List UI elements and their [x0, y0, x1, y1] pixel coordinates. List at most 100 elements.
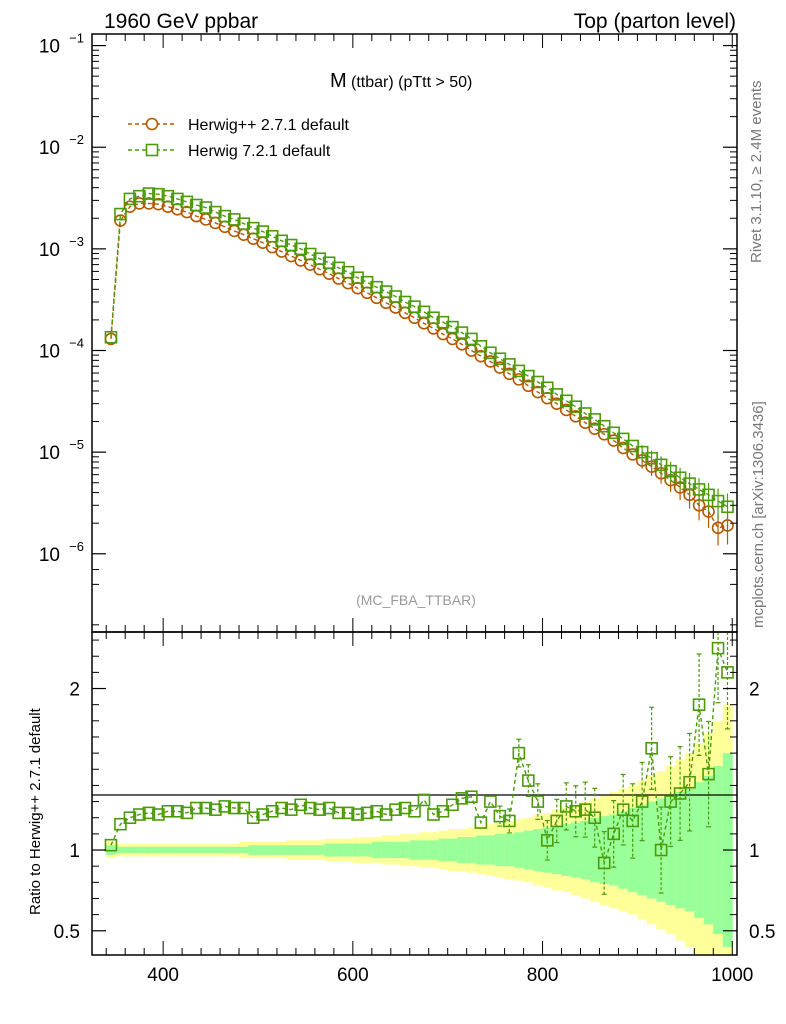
ratio-point — [246, 811, 260, 825]
legend-marker — [145, 117, 159, 131]
ratio-point — [512, 746, 526, 760]
band-green — [637, 804, 648, 896]
data-point — [180, 195, 194, 209]
data-point — [512, 373, 526, 386]
ratio-point — [417, 793, 431, 807]
ratio-marks — [104, 631, 734, 895]
band-green — [675, 791, 686, 909]
band-green — [476, 835, 487, 865]
data-point — [550, 388, 564, 401]
band-green — [352, 843, 363, 857]
band-green — [172, 846, 183, 854]
ratio-line — [110, 647, 729, 866]
ratio-panel: 0.5 0.5 1 1 2 2 400 600 800 1000 Ratio to Herwig+… — [27, 631, 775, 986]
data-point — [588, 422, 602, 436]
data-point — [455, 326, 469, 339]
y-tick-label: 10 — [39, 545, 60, 566]
y-tick-exponent: −4 — [69, 336, 84, 351]
data-point — [265, 229, 279, 243]
ratio-point — [702, 767, 715, 781]
watermark: (MC_FBA_TTBAR) — [356, 592, 476, 608]
x-tick-label: 800 — [527, 965, 559, 986]
data-point — [446, 332, 459, 346]
ratio-point — [484, 795, 497, 808]
ratio-point — [171, 804, 184, 818]
ratio-point — [294, 798, 307, 812]
band-green — [210, 846, 221, 854]
data-point — [493, 361, 507, 374]
band-green — [447, 838, 458, 862]
band-green — [713, 766, 724, 935]
ratio-point — [133, 808, 146, 821]
x-tick-label: 1000 — [711, 965, 753, 986]
ratio-point — [645, 741, 658, 755]
header-left: 1960 GeV ppbar — [104, 10, 258, 33]
band-green — [580, 820, 591, 880]
x-tick-label: 400 — [147, 965, 179, 986]
ratio-point — [607, 827, 620, 841]
band-green — [608, 814, 619, 886]
data-point — [550, 397, 564, 410]
band-green — [153, 846, 164, 854]
ratio-ylabel: Ratio to Herwig++ 2.7.1 default — [27, 707, 44, 915]
ratio-point — [597, 856, 611, 870]
data-point — [104, 330, 118, 344]
band-green — [438, 838, 449, 862]
data-point — [142, 197, 156, 210]
band-green — [144, 846, 155, 854]
data-point — [152, 197, 165, 211]
data-point — [664, 464, 677, 478]
data-point — [114, 207, 127, 221]
mcplots-label: mcplots.cern.ch [arXiv:1306.3436] — [750, 401, 767, 628]
band-green — [115, 846, 126, 854]
ratio-point — [313, 803, 326, 816]
band-green — [703, 775, 714, 925]
band-green — [267, 845, 278, 855]
data-point — [275, 234, 289, 248]
ratio-point — [218, 800, 232, 813]
band-green — [248, 845, 259, 855]
band-green — [239, 846, 250, 854]
data-point — [171, 192, 184, 206]
ratio-y-tick-label-right: 0.5 — [749, 922, 775, 943]
band-green — [229, 846, 240, 854]
ratio-point — [389, 803, 402, 816]
ratio-point — [446, 798, 459, 812]
ratio-point — [104, 838, 118, 852]
data-point — [190, 198, 203, 212]
ratio-point — [227, 801, 241, 815]
ratio-point — [635, 795, 649, 808]
ratio-point — [209, 803, 222, 816]
data-point — [474, 349, 488, 363]
ratio-point — [531, 795, 545, 808]
ratio-point — [303, 801, 317, 815]
ratio-axes: 0.5 0.5 1 1 2 2 400 600 800 1000 — [54, 632, 775, 986]
data-point — [540, 381, 554, 395]
band-green — [684, 788, 695, 912]
ratio-frame — [91, 631, 738, 956]
ratio-y-tick-label: 0.5 — [54, 922, 80, 943]
band-green — [542, 827, 553, 873]
data-point — [588, 413, 602, 426]
data-point — [721, 500, 734, 514]
y-tick-label: 10 — [39, 138, 60, 159]
ratio-point — [503, 814, 516, 828]
band-green — [523, 830, 534, 870]
band-green — [314, 845, 325, 855]
band-green — [428, 840, 439, 860]
ratio-point — [455, 792, 469, 805]
band-green — [343, 843, 354, 857]
band-green — [514, 832, 525, 868]
ratio-bands — [106, 704, 733, 955]
band-green — [552, 825, 563, 875]
legend: Herwig++ 2.7.1 default Herwig 7.2.1 defau… — [128, 117, 350, 160]
band-green — [324, 843, 335, 857]
data-point — [503, 358, 516, 371]
chart-subtitle: (ttbar) (pTtt > 50) — [351, 74, 472, 91]
data-point — [559, 403, 573, 417]
ratio-y-tick-label-right: 2 — [749, 680, 760, 701]
ratio-point — [256, 808, 270, 821]
band-green — [618, 811, 629, 889]
data-point — [531, 385, 545, 399]
band-green — [599, 816, 610, 884]
